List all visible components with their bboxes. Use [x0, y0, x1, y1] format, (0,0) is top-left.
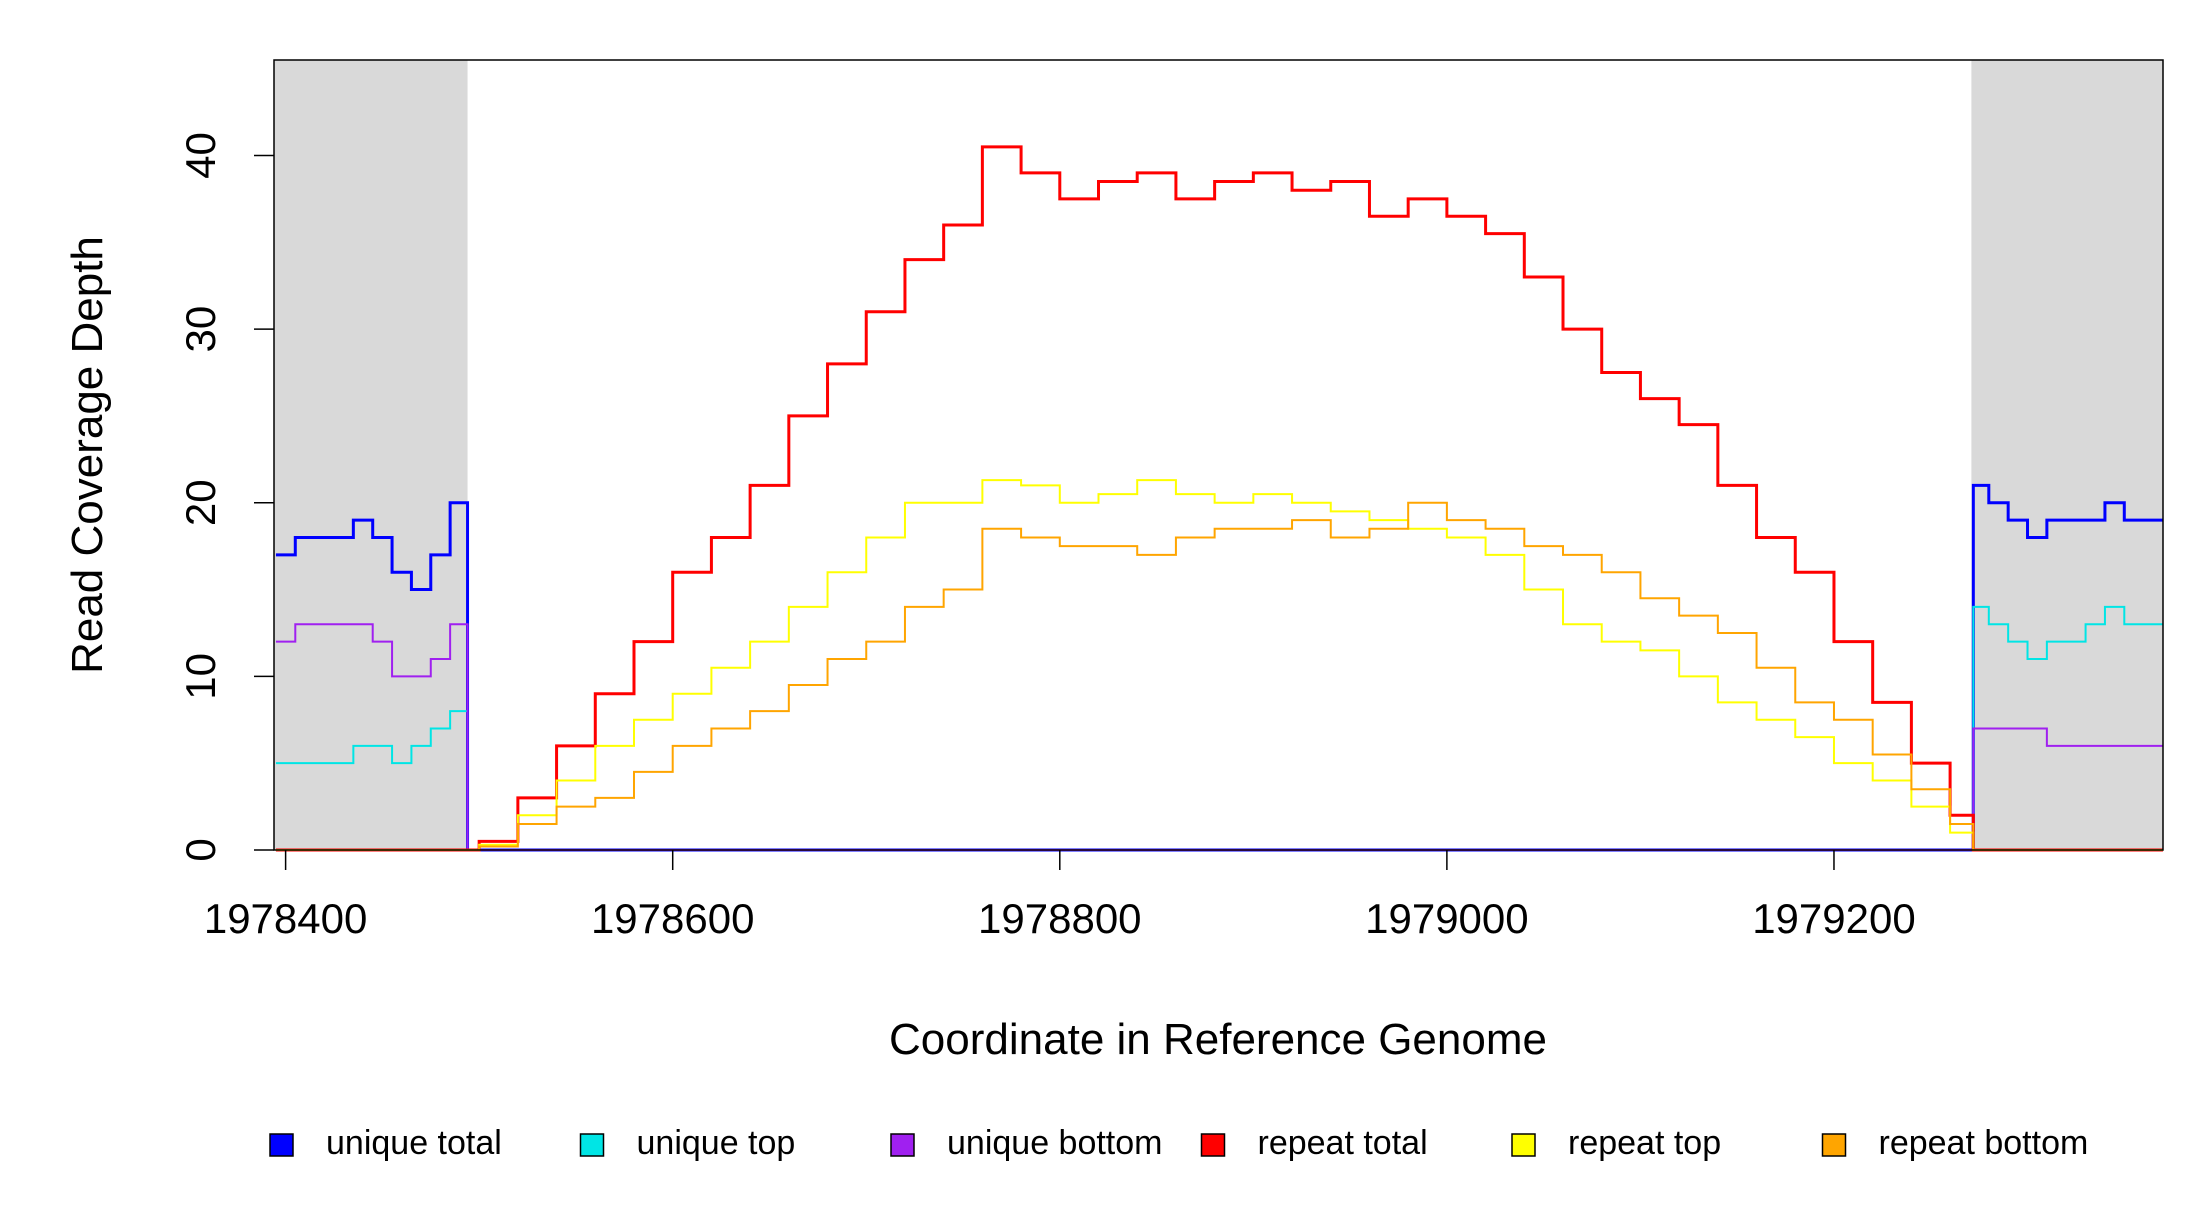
- shaded-region: [1971, 60, 2163, 850]
- plot-frame: [273, 59, 2164, 851]
- x-tick-label: 1978600: [591, 895, 755, 942]
- legend-label: repeat total: [1258, 1124, 1428, 1162]
- series-line: [275, 501, 2163, 851]
- y-axis-title: Read Coverage Depth: [63, 236, 112, 674]
- series-line: [275, 145, 2163, 852]
- x-axis-title: Coordinate in Reference Genome: [889, 1015, 1547, 1064]
- y-tick-label: 10: [177, 653, 224, 700]
- series-line: [275, 483, 2163, 852]
- y-tick-label: 20: [177, 479, 224, 526]
- legend-swatch: [890, 1133, 915, 1157]
- y-tick-label: 0: [177, 838, 224, 861]
- x-tick-label: 1979000: [1365, 895, 1529, 942]
- legend-label: unique total: [326, 1124, 502, 1162]
- legend-label: unique top: [637, 1124, 796, 1162]
- y-tick-label: 40: [177, 132, 224, 179]
- legend-label: repeat top: [1568, 1124, 1721, 1162]
- x-tick-label: 1979200: [1752, 895, 1916, 942]
- legend-swatch: [1821, 1133, 1847, 1157]
- shaded-region: [274, 60, 468, 850]
- series-line: [275, 479, 2163, 851]
- legend-swatch: [579, 1133, 605, 1157]
- legend-swatch: [269, 1133, 294, 1157]
- series-line: [275, 623, 2163, 851]
- legend-swatch: [1200, 1133, 1226, 1157]
- x-tick-label: 1978800: [978, 895, 1142, 942]
- legend-label: unique bottom: [947, 1124, 1163, 1162]
- x-tick-label: 1978400: [204, 895, 368, 942]
- y-tick-label: 30: [177, 306, 224, 353]
- legend-label: repeat bottom: [1879, 1124, 2089, 1162]
- series-line: [275, 605, 2163, 851]
- legend-swatch: [1511, 1133, 1536, 1157]
